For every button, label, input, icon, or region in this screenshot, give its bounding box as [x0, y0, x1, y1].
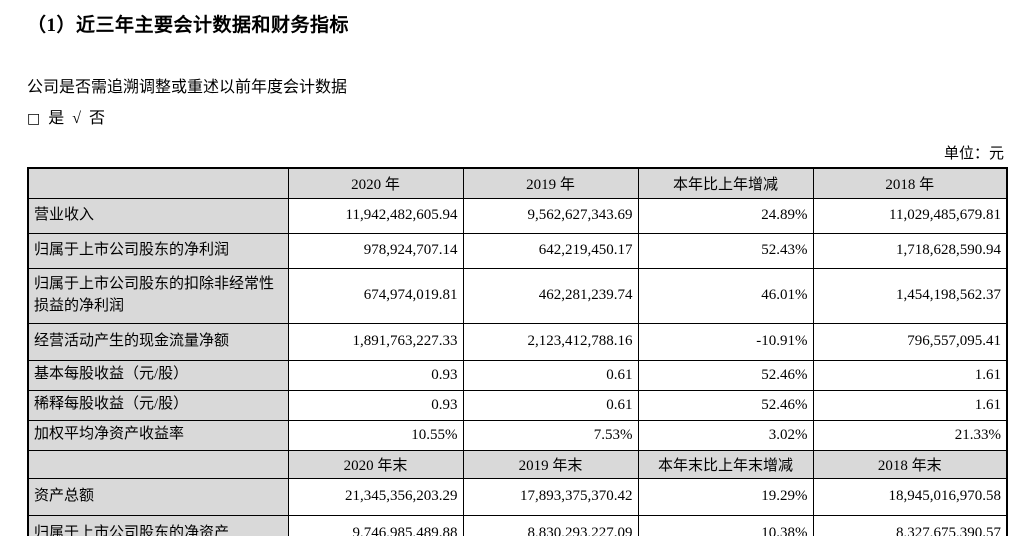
cell-2020-end: 9,746,985,489.88 [287, 514, 464, 536]
table-row: 归属于上市公司股东的净利润 978,924,707.14 642,219,450… [27, 232, 1008, 269]
header-2018-end: 2018 年末 [812, 449, 1008, 479]
cell-2019: 9,562,627,343.69 [462, 197, 639, 234]
cell-2019: 2,123,412,788.16 [462, 322, 639, 361]
cell-change: -10.91% [637, 322, 814, 361]
cell-2018: 1.61 [812, 389, 1008, 421]
cell-2019-end: 8,830,293,227.09 [462, 514, 639, 536]
header-2018: 2018 年 [812, 167, 1008, 199]
header-yoy-change: 本年比上年增减 [637, 167, 814, 199]
cell-2019: 7.53% [462, 419, 639, 451]
cell-2018: 21.33% [812, 419, 1008, 451]
header-yearend-change: 本年末比上年末增减 [637, 449, 814, 479]
cell-2018: 1.61 [812, 359, 1008, 391]
cell-2020: 978,924,707.14 [287, 232, 464, 269]
cell-change: 10.38% [637, 514, 814, 536]
page-title: （1）近三年主要会计数据和财务指标 [27, 15, 350, 36]
header-2020: 2020 年 [287, 167, 464, 199]
cell-change: 52.46% [637, 389, 814, 421]
cell-2019: 0.61 [462, 359, 639, 391]
cell-2018-end: 8,327,675,390.57 [812, 514, 1008, 536]
table-row: 经营活动产生的现金流量净额 1,891,763,227.33 2,123,412… [27, 322, 1008, 361]
header-2019: 2019 年 [462, 167, 639, 199]
table-row: 归属于上市公司股东的扣除非经常性损益的净利润 674,974,019.81 46… [27, 267, 1008, 324]
table-header-row-yearend: 2020 年末 2019 年末 本年末比上年末增减 2018 年末 [27, 449, 1008, 479]
cell-change: 52.46% [637, 359, 814, 391]
checkbox-unchecked-icon: □ [27, 111, 43, 127]
row-label: 稀释每股收益（元/股） [27, 389, 289, 421]
header-blank [27, 167, 289, 199]
checkmark-icon: √ [72, 110, 84, 127]
no-label: 否 [89, 110, 108, 127]
cell-2020: 0.93 [287, 389, 464, 421]
cell-2019: 0.61 [462, 389, 639, 421]
cell-2019: 462,281,239.74 [462, 267, 639, 324]
cell-change: 19.29% [637, 477, 814, 516]
cell-2019: 642,219,450.17 [462, 232, 639, 269]
row-label: 归属于上市公司股东的扣除非经常性损益的净利润 [27, 267, 289, 324]
restatement-question: 公司是否需追溯调整或重述以前年度会计数据 [27, 79, 348, 96]
header-blank [27, 449, 289, 479]
cell-change: 46.01% [637, 267, 814, 324]
cell-2020: 0.93 [287, 359, 464, 391]
header-2019-end: 2019 年末 [462, 449, 639, 479]
row-label: 基本每股收益（元/股） [27, 359, 289, 391]
table-row: 营业收入 11,942,482,605.94 9,562,627,343.69 … [27, 197, 1008, 234]
cell-change: 24.89% [637, 197, 814, 234]
cell-2018: 1,454,198,562.37 [812, 267, 1008, 324]
cell-2019-end: 17,893,375,370.42 [462, 477, 639, 516]
table-row: 稀释每股收益（元/股） 0.93 0.61 52.46% 1.61 [27, 389, 1008, 421]
cell-change: 52.43% [637, 232, 814, 269]
row-label: 资产总额 [27, 477, 289, 516]
cell-2020: 10.55% [287, 419, 464, 451]
cell-2020: 1,891,763,227.33 [287, 322, 464, 361]
cell-2020: 11,942,482,605.94 [287, 197, 464, 234]
row-label: 营业收入 [27, 197, 289, 234]
row-label: 归属于上市公司股东的净资产 [27, 514, 289, 536]
row-label: 经营活动产生的现金流量净额 [27, 322, 289, 361]
cell-2018-end: 18,945,016,970.58 [812, 477, 1008, 516]
cell-2020-end: 21,345,356,203.29 [287, 477, 464, 516]
financial-indicators-table: 2020 年 2019 年 本年比上年增减 2018 年 营业收入 11,942… [27, 167, 1008, 536]
table-row: 资产总额 21,345,356,203.29 17,893,375,370.42… [27, 477, 1008, 516]
header-2020-end: 2020 年末 [287, 449, 464, 479]
cell-2018: 1,718,628,590.94 [812, 232, 1008, 269]
cell-2018: 11,029,485,679.81 [812, 197, 1008, 234]
table-header-row-annual: 2020 年 2019 年 本年比上年增减 2018 年 [27, 167, 1008, 199]
table-row: 归属于上市公司股东的净资产 9,746,985,489.88 8,830,293… [27, 514, 1008, 536]
row-label: 归属于上市公司股东的净利润 [27, 232, 289, 269]
cell-change: 3.02% [637, 419, 814, 451]
cell-2020: 674,974,019.81 [287, 267, 464, 324]
yes-label: 是 [48, 110, 67, 127]
table-row: 基本每股收益（元/股） 0.93 0.61 52.46% 1.61 [27, 359, 1008, 391]
row-label: 加权平均净资产收益率 [27, 419, 289, 451]
table-row: 加权平均净资产收益率 10.55% 7.53% 3.02% 21.33% [27, 419, 1008, 451]
checkbox-line: □ 是 √ 否 [27, 104, 1006, 128]
unit-label: 单位：元 [943, 146, 1004, 162]
cell-2018: 796,557,095.41 [812, 322, 1008, 361]
